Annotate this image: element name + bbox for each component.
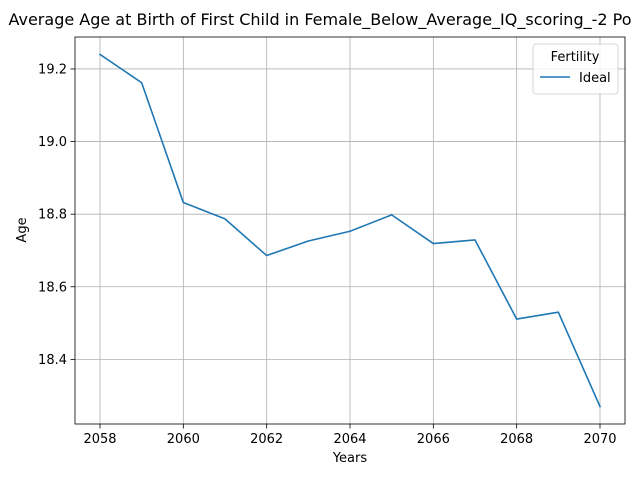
x-tick-label: 2070 [583, 432, 616, 447]
y-axis-ticks: 18.4 18.6 18.8 19.0 19.2 [38, 62, 75, 368]
y-tick-label: 19.2 [38, 62, 67, 77]
y-tick-label: 18.4 [38, 353, 67, 368]
y-axis-title: Age [15, 217, 30, 242]
legend: Fertility Ideal [532, 43, 619, 95]
x-axis-title: Years [332, 451, 368, 466]
y-gridlines [75, 68, 625, 360]
x-tick-label: 2062 [250, 432, 283, 447]
x-axis-ticks: 2058 2060 2062 2064 2066 2068 2070 [83, 424, 617, 447]
series-layer [98, 53, 602, 408]
legend-box [532, 43, 619, 95]
x-tick-label: 2066 [417, 432, 450, 447]
legend-label-ideal: Ideal [579, 71, 611, 86]
x-tick-label: 2060 [167, 432, 200, 447]
y-tick-label: 19.0 [38, 135, 67, 150]
y-tick-label: 18.6 [38, 280, 67, 295]
x-tick-label: 2058 [83, 432, 116, 447]
chart-title: Average Age at Birth of First Child in F… [8, 10, 631, 30]
x-tick-label: 2068 [500, 432, 533, 447]
legend-title: Fertility [551, 50, 600, 65]
series-line-ideal [98, 53, 602, 408]
x-tick-label: 2064 [333, 432, 366, 447]
y-tick-label: 18.8 [38, 208, 67, 223]
